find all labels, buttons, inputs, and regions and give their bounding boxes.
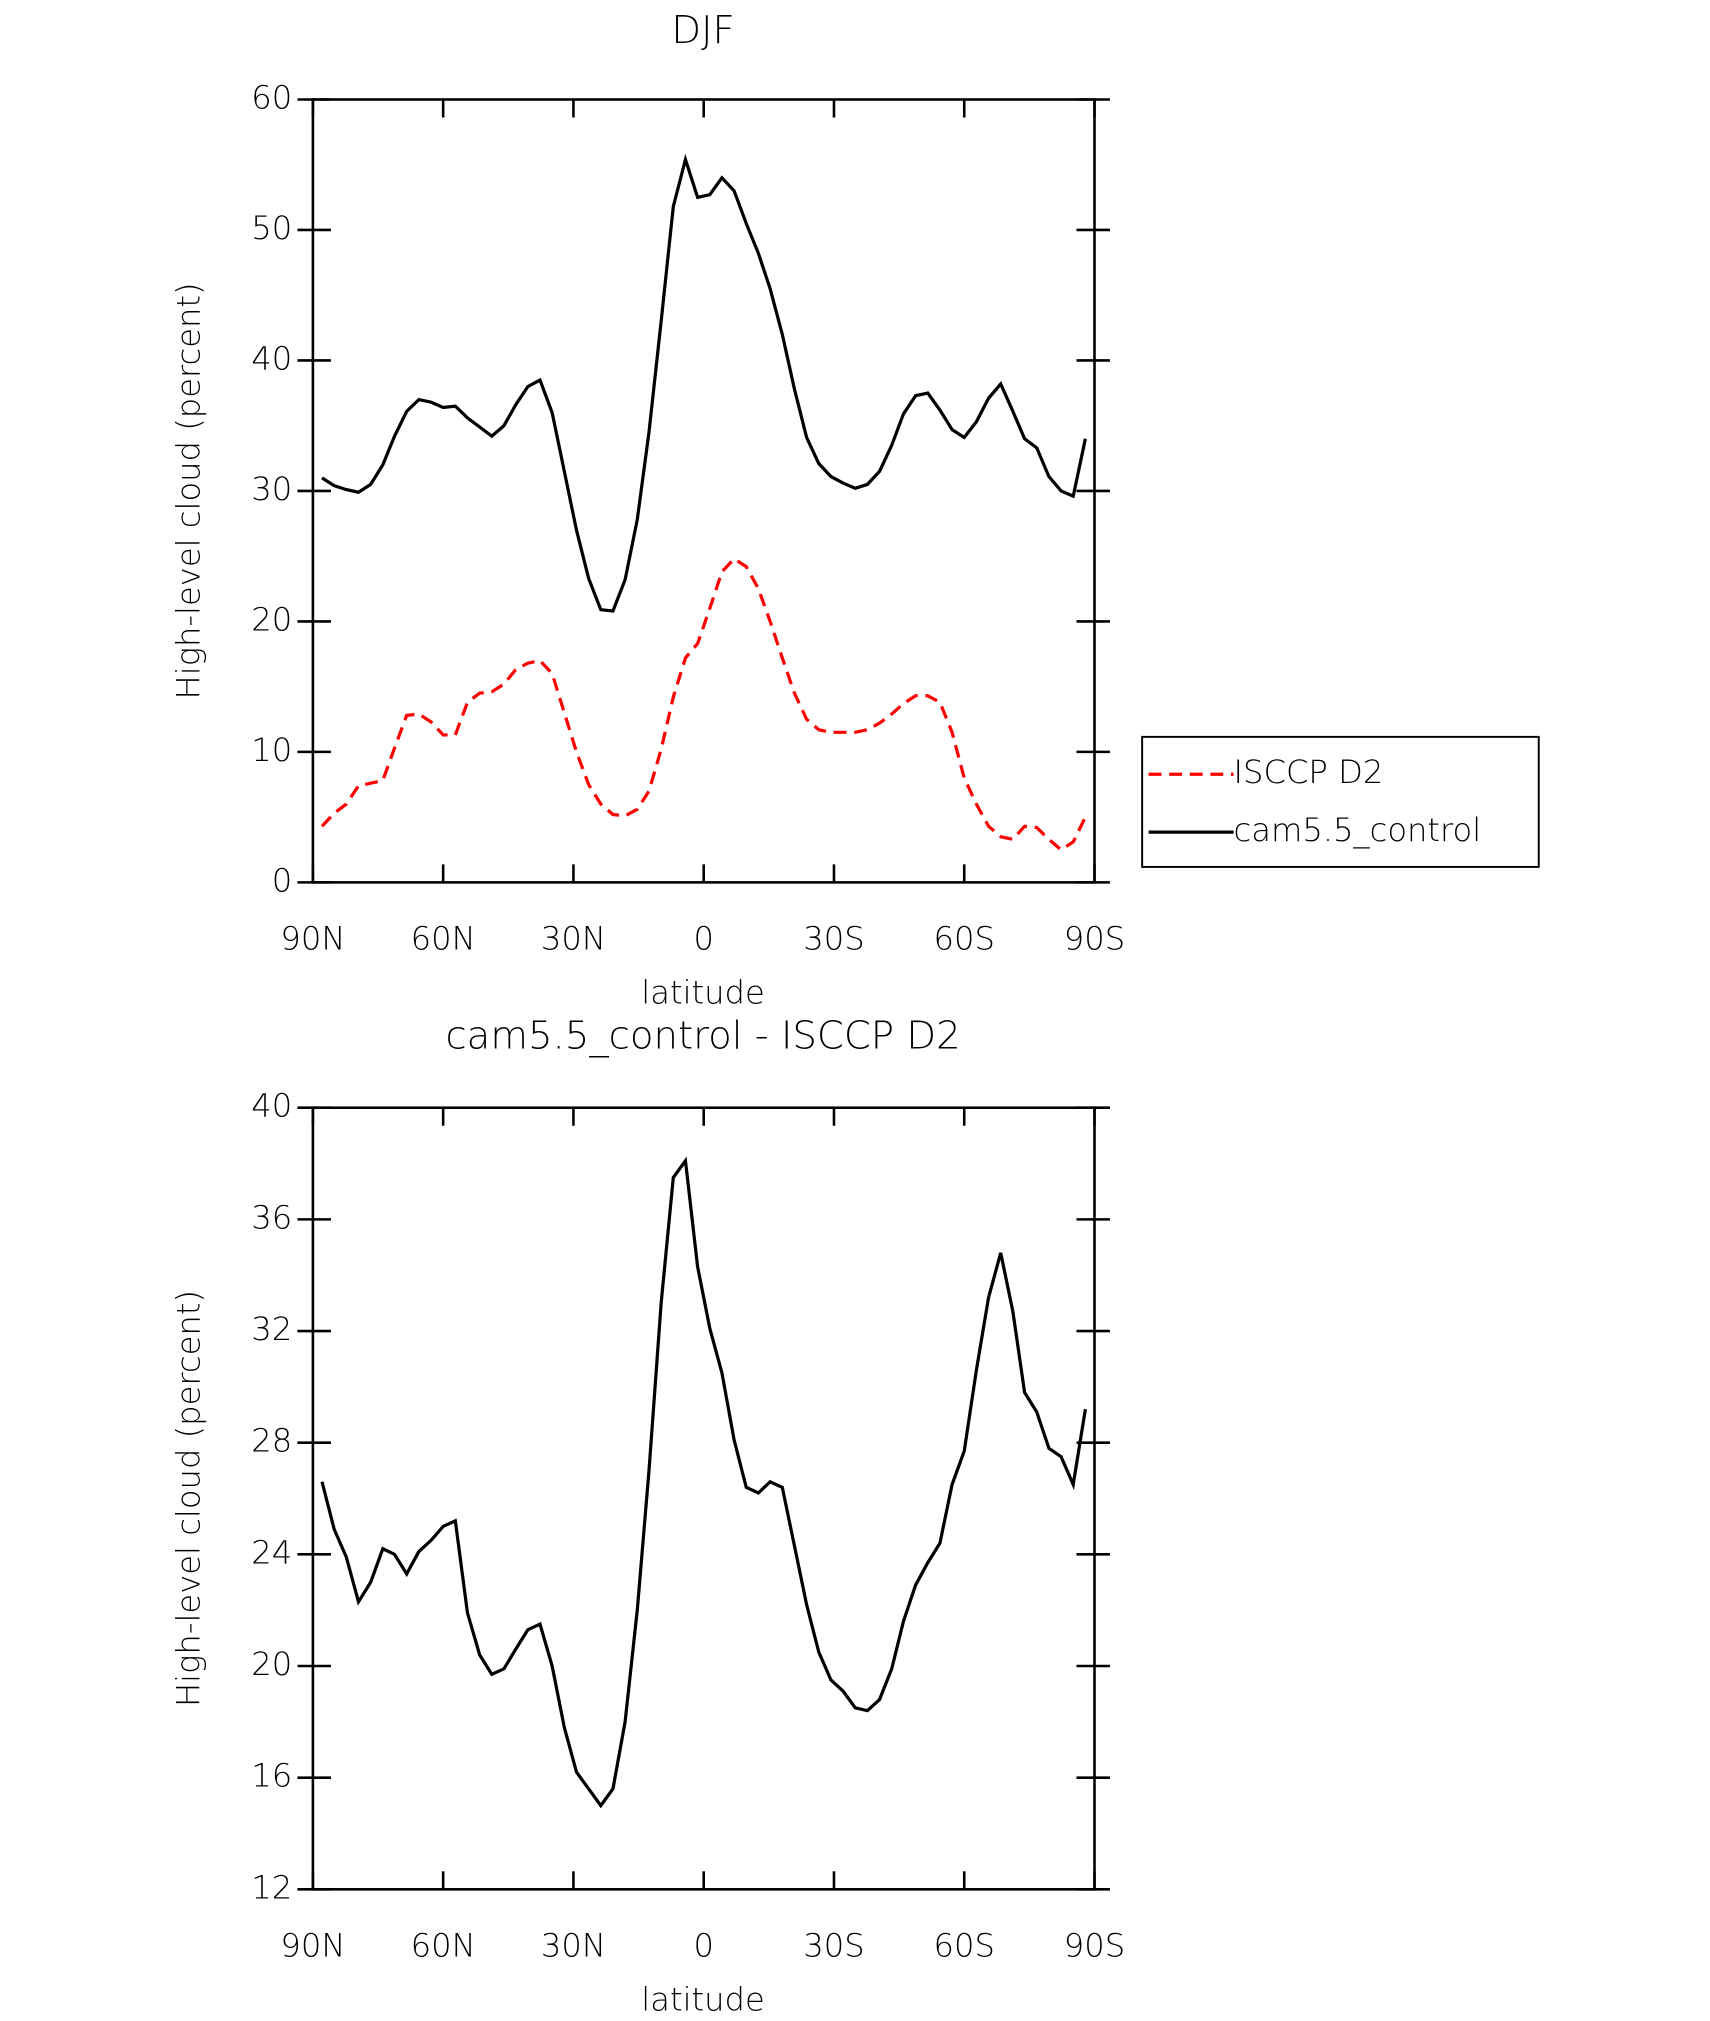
- y-axis-label: High-level cloud (percent): [170, 282, 208, 699]
- y-tick-label: 20: [251, 1645, 292, 1683]
- x-axis-label: latitude: [641, 973, 765, 1011]
- x-tick-label: 60N: [411, 1926, 476, 1964]
- y-tick-label: 40: [251, 339, 292, 377]
- y-tick-label: 60: [251, 78, 292, 116]
- x-tick-label: 30N: [541, 1926, 606, 1964]
- y-tick-label: 36: [251, 1198, 292, 1236]
- y-tick-label: 16: [251, 1757, 292, 1795]
- line-series: [321, 153, 1087, 613]
- line-series: [320, 556, 1087, 852]
- x-tick-label: 90N: [280, 1926, 345, 1964]
- x-tick-label: 0: [693, 919, 713, 957]
- legend-box: [1141, 735, 1540, 868]
- plot-frame: [311, 1106, 1096, 1891]
- line-series: [320, 1156, 1087, 1809]
- x-tick-label: 30S: [803, 919, 864, 957]
- chart-title: cam5.5_control - ISCCP D2: [445, 1014, 960, 1059]
- x-tick-label: 60N: [411, 919, 476, 957]
- x-tick-label: 90S: [1064, 919, 1125, 957]
- x-tick-label: 60S: [934, 1926, 995, 1964]
- x-tick-label: 30N: [541, 919, 606, 957]
- y-tick-label: 40: [251, 1087, 292, 1125]
- y-tick-label: 30: [251, 470, 292, 508]
- legend-label: cam5.5_control: [1234, 811, 1482, 849]
- y-tick-label: 10: [251, 731, 292, 769]
- x-tick-label: 0: [693, 1926, 713, 1964]
- y-tick-label: 12: [251, 1868, 292, 1906]
- x-tick-label: 90S: [1064, 1926, 1125, 1964]
- y-tick-label: 20: [251, 600, 292, 638]
- y-tick-label: 50: [251, 209, 292, 247]
- x-tick-label: 30S: [803, 1926, 864, 1964]
- y-axis-label: High-level cloud (percent): [170, 1290, 208, 1707]
- x-tick-label: 90N: [280, 919, 345, 957]
- y-tick-label: 0: [272, 861, 292, 899]
- x-axis-label: latitude: [641, 1980, 765, 2018]
- chart-title: DJF: [671, 8, 734, 53]
- plot-frame: [311, 98, 1096, 884]
- y-tick-label: 32: [251, 1310, 292, 1348]
- x-tick-label: 60S: [934, 919, 995, 957]
- legend: ISCCP D2 cam5.5_control: [1141, 735, 1540, 868]
- y-tick-label: 24: [251, 1533, 292, 1571]
- y-tick-label: 28: [251, 1422, 292, 1460]
- legend-label: ISCCP D2: [1234, 753, 1384, 791]
